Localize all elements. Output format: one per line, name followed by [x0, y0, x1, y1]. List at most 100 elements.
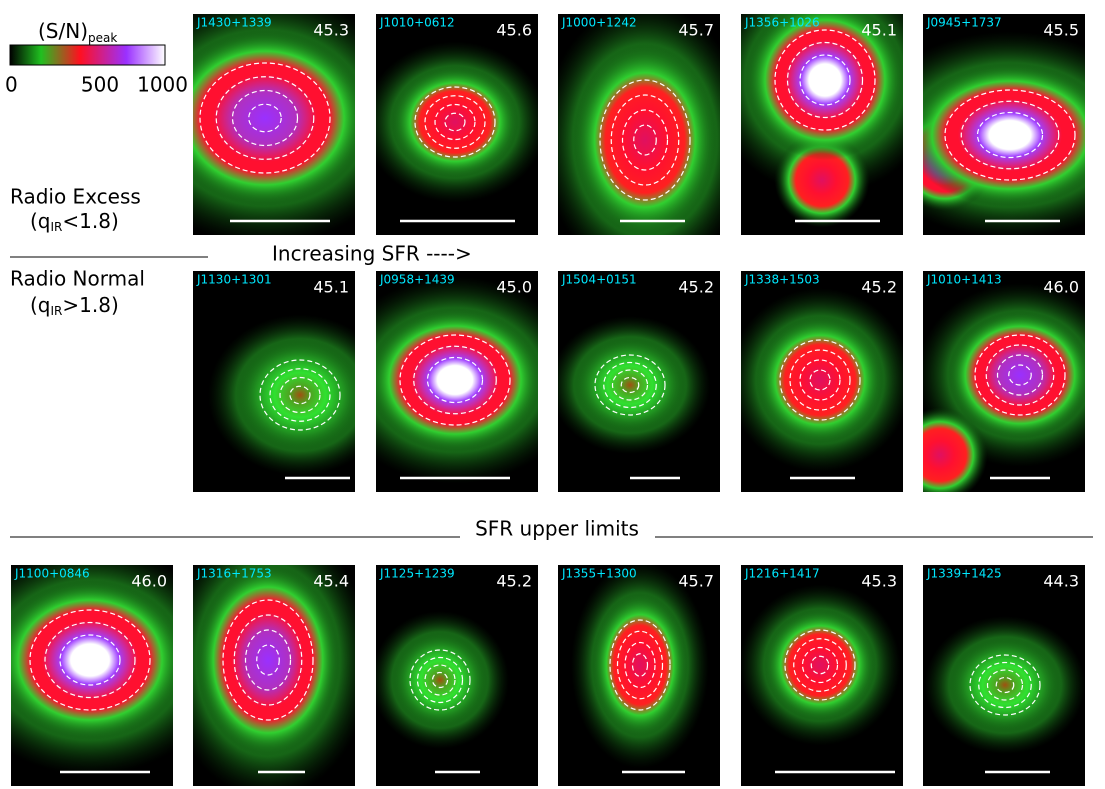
source [574, 337, 686, 433]
contour [624, 641, 656, 689]
panel-image [376, 276, 538, 484]
secondary-source [923, 407, 988, 492]
contour [609, 619, 671, 711]
source-name: J1430+1339 [196, 16, 272, 30]
contour [413, 345, 497, 415]
row-label: Radio Excess [10, 185, 141, 209]
contour [978, 661, 1032, 709]
source-name: J1339+1425 [926, 567, 1002, 581]
luminosity: 46.0 [1043, 278, 1079, 297]
source [376, 308, 538, 452]
contour [199, 62, 331, 174]
panel: J1100+0846 46.0 [11, 565, 173, 786]
luminosity: 45.5 [1043, 21, 1079, 40]
contour [44, 621, 136, 699]
source [923, 63, 1085, 207]
luminosity: 45.0 [496, 278, 532, 297]
panel-image [193, 14, 355, 235]
contour [611, 369, 649, 401]
contour [985, 344, 1055, 406]
luminosity: 45.2 [678, 278, 714, 297]
contour [444, 112, 466, 132]
arrow-label: Increasing SFR ----> [272, 242, 472, 266]
contour [431, 671, 449, 689]
luminosity: 45.2 [861, 278, 897, 297]
panel-image [571, 565, 709, 769]
luminosity: 45.6 [496, 21, 532, 40]
contour [986, 669, 1024, 701]
panel: J0945+1737 45.5 [923, 14, 1085, 235]
panel-image [208, 314, 355, 476]
contour [996, 354, 1044, 396]
source [193, 30, 355, 206]
source-name: J1355+1300 [561, 567, 637, 581]
source-name: J1316+1753 [196, 567, 272, 581]
colorbar-tick: 0 [5, 73, 18, 97]
source-name: J0958+1439 [379, 273, 455, 287]
panel: J1130+1301 45.1 [193, 271, 355, 492]
luminosity: 45.3 [313, 21, 349, 40]
panel-image [741, 288, 903, 472]
source [948, 311, 1085, 439]
source-name: J1125+1239 [379, 567, 455, 581]
panel: J1316+1753 45.4 [193, 565, 355, 786]
contour [944, 89, 1076, 181]
contour [256, 644, 280, 676]
contour [621, 109, 669, 171]
panel-image [558, 316, 711, 454]
contour [594, 354, 666, 416]
panel-image [923, 31, 1085, 235]
panel: J0958+1439 45.0 [376, 271, 538, 492]
contour [29, 609, 151, 711]
contour [603, 361, 657, 409]
luminosity: 45.7 [678, 21, 714, 40]
contour [222, 599, 314, 721]
contour [786, 41, 864, 119]
panel-image [11, 565, 173, 775]
panel: J1504+0151 45.2 [558, 271, 720, 492]
contour [976, 111, 1044, 159]
source [764, 609, 876, 721]
section-label: SFR upper limits [475, 517, 639, 541]
contour [244, 629, 292, 691]
contour [799, 359, 841, 401]
source [196, 565, 340, 756]
contour [793, 638, 847, 692]
source-name: J1216+1417 [744, 567, 820, 581]
luminosity: 45.7 [678, 572, 714, 591]
panel: J1339+1425 44.3 [923, 565, 1085, 786]
contour [799, 54, 851, 106]
contour [59, 634, 121, 686]
contour [779, 339, 861, 421]
contour [599, 79, 691, 201]
panel-image [558, 14, 720, 235]
panel-image [741, 584, 901, 746]
panel: J1338+1503 45.2 [741, 271, 903, 492]
contour [231, 89, 299, 147]
luminosity: 45.1 [313, 278, 349, 297]
contour [416, 656, 464, 704]
panel: J1010+1413 46.0 [923, 271, 1085, 492]
source-name: J1338+1503 [744, 273, 820, 287]
contour [409, 649, 471, 711]
row-label: Radio Normal [10, 267, 145, 291]
contour [995, 676, 1015, 694]
contour [269, 368, 331, 422]
contour [434, 103, 476, 141]
contour [993, 123, 1027, 147]
contour [784, 629, 856, 701]
contour [616, 630, 664, 700]
contour [810, 655, 830, 675]
panel: J1356+1026 45.1 [741, 14, 903, 235]
contour [248, 103, 282, 133]
contour [610, 94, 680, 186]
contour [969, 654, 1041, 716]
luminosity: 45.2 [496, 572, 532, 591]
source [573, 44, 717, 235]
source-name: J1100+0846 [14, 567, 90, 581]
source [756, 316, 884, 444]
panel-image [924, 616, 1085, 754]
contour [811, 66, 839, 94]
source-name: J1010+0612 [379, 16, 455, 30]
